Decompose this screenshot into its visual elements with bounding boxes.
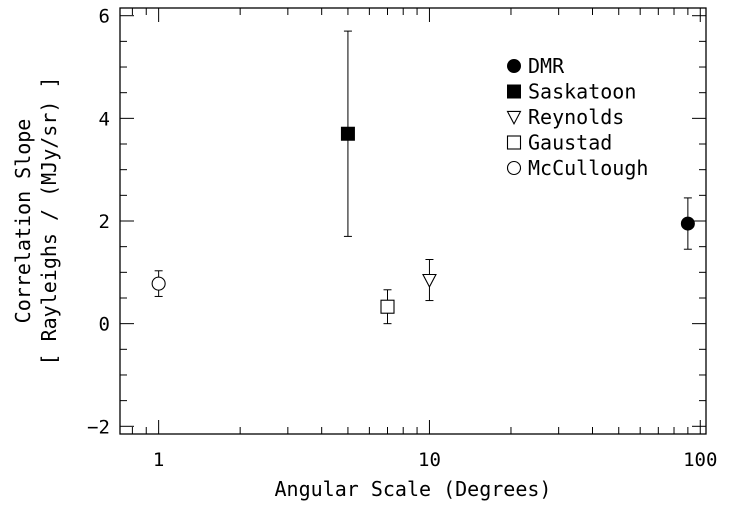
data-point	[340, 126, 355, 141]
x-tick-label: 1	[153, 449, 164, 471]
legend-label: Reynolds	[528, 105, 624, 129]
legend-label: Gaustad	[528, 131, 612, 155]
data-series	[151, 30, 695, 325]
x-tick-label: 100	[683, 449, 717, 471]
axis-ticks	[120, 8, 706, 434]
legend-label: Saskatoon	[528, 80, 636, 104]
data-point	[680, 216, 695, 231]
x-axis-title: Angular Scale (Degrees)	[275, 477, 552, 501]
axis-tick-labels: 1 10 100 −2 0 2 4 6	[87, 6, 717, 471]
legend-marker	[507, 59, 521, 73]
x-tick-label: 10	[418, 449, 441, 471]
y-tick-label: 4	[99, 108, 110, 130]
legend-marker	[506, 160, 522, 176]
legend-label: McCullough	[528, 156, 648, 180]
y-tick-label: 6	[99, 6, 110, 28]
legend-label: DMR	[528, 54, 565, 78]
y-tick-label: −2	[87, 416, 110, 438]
y-tick-label: 2	[99, 211, 110, 233]
plot-frame	[119, 7, 707, 435]
legend-marker	[506, 110, 522, 126]
y-axis-title-line2: [ Rayleighs / (MJy/sr) ]	[37, 77, 61, 366]
data-point	[151, 276, 166, 291]
legend-marker	[506, 135, 522, 150]
legend-marker	[507, 84, 521, 99]
y-tick-label: 0	[99, 314, 110, 336]
data-point	[380, 299, 395, 314]
data-point	[422, 273, 437, 289]
y-axis-title-line1: Correlation Slope	[11, 119, 35, 324]
